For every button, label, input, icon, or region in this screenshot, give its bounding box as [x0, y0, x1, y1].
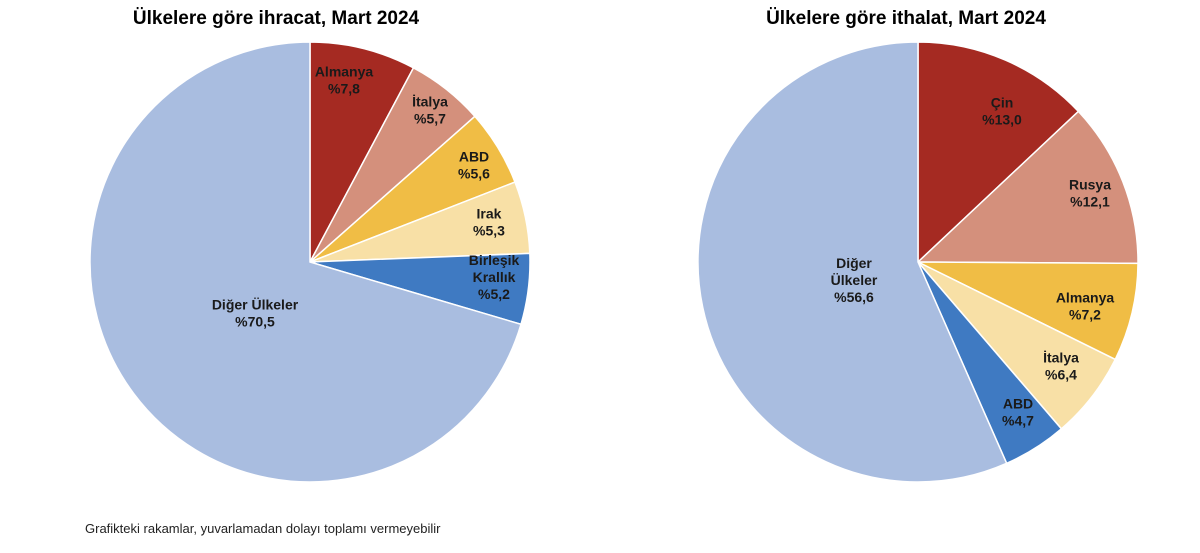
export-slice-diger-ulkeler	[89, 41, 522, 483]
export-slice-almanya	[309, 41, 415, 263]
import-slice-cin	[917, 41, 1080, 264]
import-label-rusya: Rusya %12,1	[1069, 177, 1111, 210]
import-label-cin: Çin %13,0	[982, 95, 1022, 128]
export-label-abd: ABD %5,6	[458, 149, 490, 182]
export-pie: Almanya %7,8 İtalya %5,7 ABD %5,6 Irak %5,3 Birl…	[89, 41, 531, 483]
import-label-almanya: Almanya %7,2	[1056, 290, 1115, 323]
import-pie: Çin %13,0 Rusya %12,1 Almanya %7,2 İtalya %6,4 A…	[697, 41, 1139, 483]
import-chart-title: Ülkelere göre ithalat, Mart 2024	[766, 8, 1046, 29]
export-label-diger-ulkeler: Diğer Ülkeler %70,5	[212, 297, 299, 330]
import-label-italya: İtalya %6,4	[1043, 350, 1079, 383]
export-label-irak: Irak %5,3	[473, 206, 505, 239]
footnote: Grafikteki rakamlar, yuvarlamadan dolayı…	[85, 521, 441, 536]
export-label-italya: İtalya %5,7	[412, 94, 448, 127]
export-label-birlesik-krall-k: Birleşik Krallık %5,2	[469, 252, 520, 302]
import-label-abd: ABD %4,7	[1002, 396, 1034, 429]
import-label-diger-ulkeler: Diğer Ülkeler %56,6	[831, 255, 878, 305]
import-slice-rusya	[916, 110, 1139, 265]
import-slice-almanya	[917, 261, 1139, 361]
export-label-almanya: Almanya %7,8	[315, 64, 374, 97]
export-chart-title: Ülkelere göre ihracat, Mart 2024	[132, 8, 420, 29]
import-slice-diger-ulkeler	[697, 41, 1008, 483]
